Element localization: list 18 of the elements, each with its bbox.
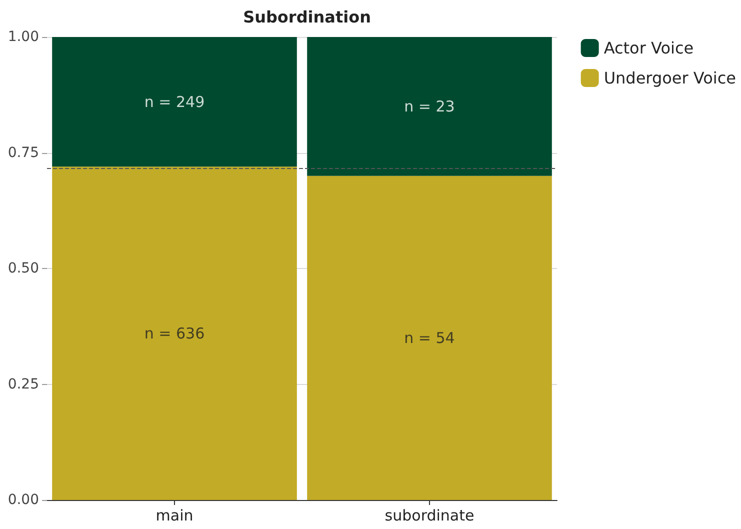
legend-label: Actor Voice	[604, 38, 694, 58]
annotation: n = 636	[144, 324, 205, 342]
bar	[52, 37, 297, 167]
y-tick-label: 0.25	[8, 376, 39, 392]
y-tick-label: 0.50	[8, 260, 39, 276]
y-tick-label: 0.75	[8, 144, 39, 161]
y-tick-label: 0.00	[8, 492, 39, 508]
x-tick-label: main	[156, 506, 194, 524]
annotation: n = 249	[144, 92, 205, 111]
chart-title: Subordination	[243, 8, 371, 26]
bar	[307, 176, 552, 500]
x-tick-label: subordinate	[384, 506, 474, 524]
annotation: n = 54	[404, 328, 455, 347]
legend-label: Undergoer Voice	[604, 68, 736, 88]
y-tick-label: 1.00	[8, 29, 39, 45]
bar	[307, 37, 552, 176]
annotation: n = 23	[404, 97, 455, 116]
bar	[52, 166, 297, 500]
